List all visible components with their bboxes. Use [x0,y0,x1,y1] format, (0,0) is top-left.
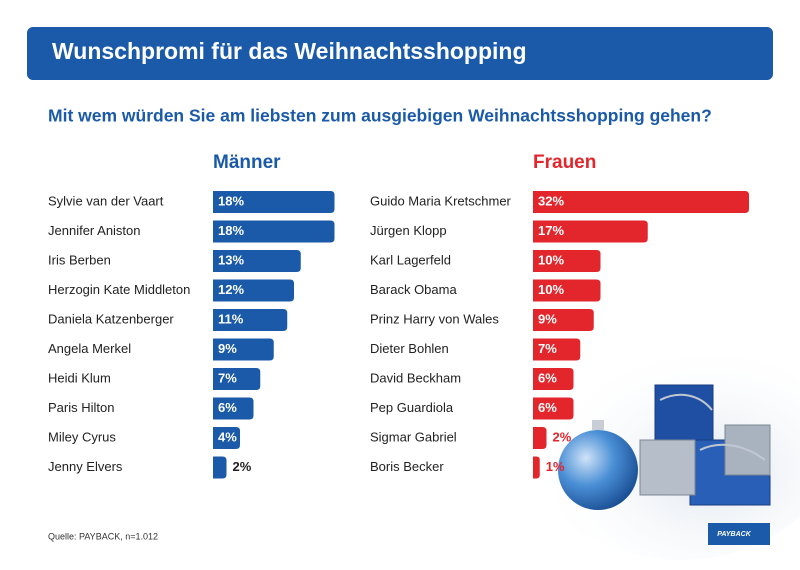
value-label: 9% [218,341,237,356]
bar [533,309,594,331]
value-label: 7% [218,370,237,385]
value-label: 6% [538,400,557,415]
value-label: 13% [218,252,244,267]
bar [533,338,581,361]
category-label: Jenny Elvers [48,459,123,474]
category-label: Daniela Katzenberger [48,311,174,326]
category-label: Pep Guardiola [370,400,454,415]
bar [533,456,540,479]
category-label: Barack Obama [370,282,457,297]
category-label: Jennifer Aniston [48,223,141,238]
value-label: 11% [218,311,244,326]
chart-header: Männer [213,152,281,173]
category-label: Iris Berben [48,252,111,267]
source: Quelle: PAYBACK, n=1.012 [48,531,158,541]
value-label: 4% [218,429,237,444]
value-label: 32% [538,193,564,208]
category-label: Sigmar Gabriel [370,429,457,444]
bar [213,309,288,331]
category-label: Prinz Harry von Wales [370,311,499,326]
value-label: 6% [538,370,557,385]
value-label: 2% [553,429,572,444]
value-label: 1% [546,459,565,474]
category-label: Boris Becker [370,459,444,474]
title-banner [27,27,773,80]
logo-box [708,523,770,545]
value-label: 18% [218,223,244,238]
value-label: 10% [538,252,564,267]
bar [533,191,749,213]
category-label: David Beckham [370,370,461,385]
category-label: Jürgen Klopp [370,223,447,238]
bar [533,397,574,420]
value-label: 7% [538,341,557,356]
bar [213,338,274,361]
decoration [530,340,800,560]
value-label: 12% [218,282,244,297]
value-label: 17% [538,223,564,238]
bar [213,456,227,479]
bar [213,368,261,390]
bar [213,191,335,213]
category-label: Heidi Klum [48,370,111,385]
subtitle: Mit wem würden Sie am liebsten zum ausgi… [48,106,712,126]
bar [533,427,547,449]
category-label: Sylvie van der Vaart [48,193,164,208]
category-label: Paris Hilton [48,400,114,415]
category-label: Angela Merkel [48,341,131,356]
value-label: 18% [218,193,244,208]
bar [533,368,574,390]
bar [533,250,601,272]
value-label: 9% [538,311,557,326]
bar [533,279,601,302]
value-label: 2% [233,459,252,474]
bar [213,250,301,272]
bar [213,397,254,420]
value-label: 6% [218,400,237,415]
category-label: Karl Lagerfeld [370,252,451,267]
category-label: Dieter Bohlen [370,341,449,356]
bar [213,220,335,243]
bar [213,427,240,449]
logo: PAYBACK [717,531,752,538]
bar [213,279,294,302]
chart-title: Wunschpromi für das Weihnachtsshopping [52,38,527,64]
category-label: Miley Cyrus [48,429,116,444]
category-label: Guido Maria Kretschmer [370,193,512,208]
category-label: Herzogin Kate Middleton [48,282,190,297]
bar [533,220,648,243]
value-label: 10% [538,282,564,297]
chart-header: Frauen [533,152,596,173]
